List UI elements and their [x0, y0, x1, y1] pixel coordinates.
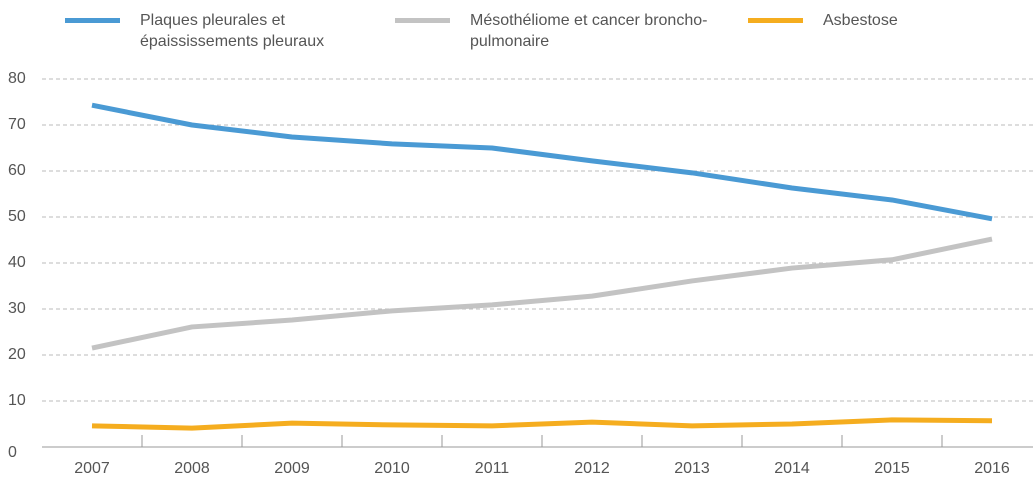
y-tick-label: 40 — [8, 254, 26, 271]
x-tick-label: 2013 — [674, 460, 710, 477]
legend-label: Mésothéliome et cancer broncho-pulmonair… — [470, 12, 708, 50]
y-tick-label: 50 — [8, 208, 26, 225]
y-tick-label: 70 — [8, 116, 26, 133]
y-tick-label: 60 — [8, 162, 26, 179]
series-line — [91, 102, 993, 222]
y-tick-label: 80 — [8, 70, 26, 87]
y-tick-label: 20 — [8, 346, 26, 363]
x-tick-label: 2009 — [274, 460, 310, 477]
legend-item: Plaques pleurales et épaississements ple… — [65, 10, 370, 52]
x-tick-label: 2011 — [475, 460, 510, 477]
legend-item: Mésothéliome et cancer broncho-pulmonair… — [395, 10, 710, 52]
y-tick-label: 10 — [8, 392, 26, 409]
x-tick-label: 2016 — [974, 460, 1010, 477]
legend-label: Asbestose — [823, 12, 898, 29]
series-line — [91, 236, 993, 351]
legend-swatch — [748, 18, 803, 23]
x-tick-label: 2012 — [574, 460, 610, 477]
legend-swatch — [395, 18, 450, 23]
y-tick-label: 30 — [8, 300, 26, 317]
x-tick-label: 2010 — [374, 460, 410, 477]
x-tick-label: 2008 — [174, 460, 210, 477]
legend-swatch — [65, 18, 120, 23]
y-tick-label: 0 — [8, 444, 17, 461]
x-tick-label: 2014 — [774, 460, 810, 477]
x-tick-label: 2007 — [74, 460, 110, 477]
x-tick-label: 2015 — [874, 460, 910, 477]
series-line — [91, 417, 993, 431]
legend-label: Plaques pleurales et épaississements ple… — [140, 12, 325, 50]
legend-item: Asbestose — [748, 10, 973, 31]
